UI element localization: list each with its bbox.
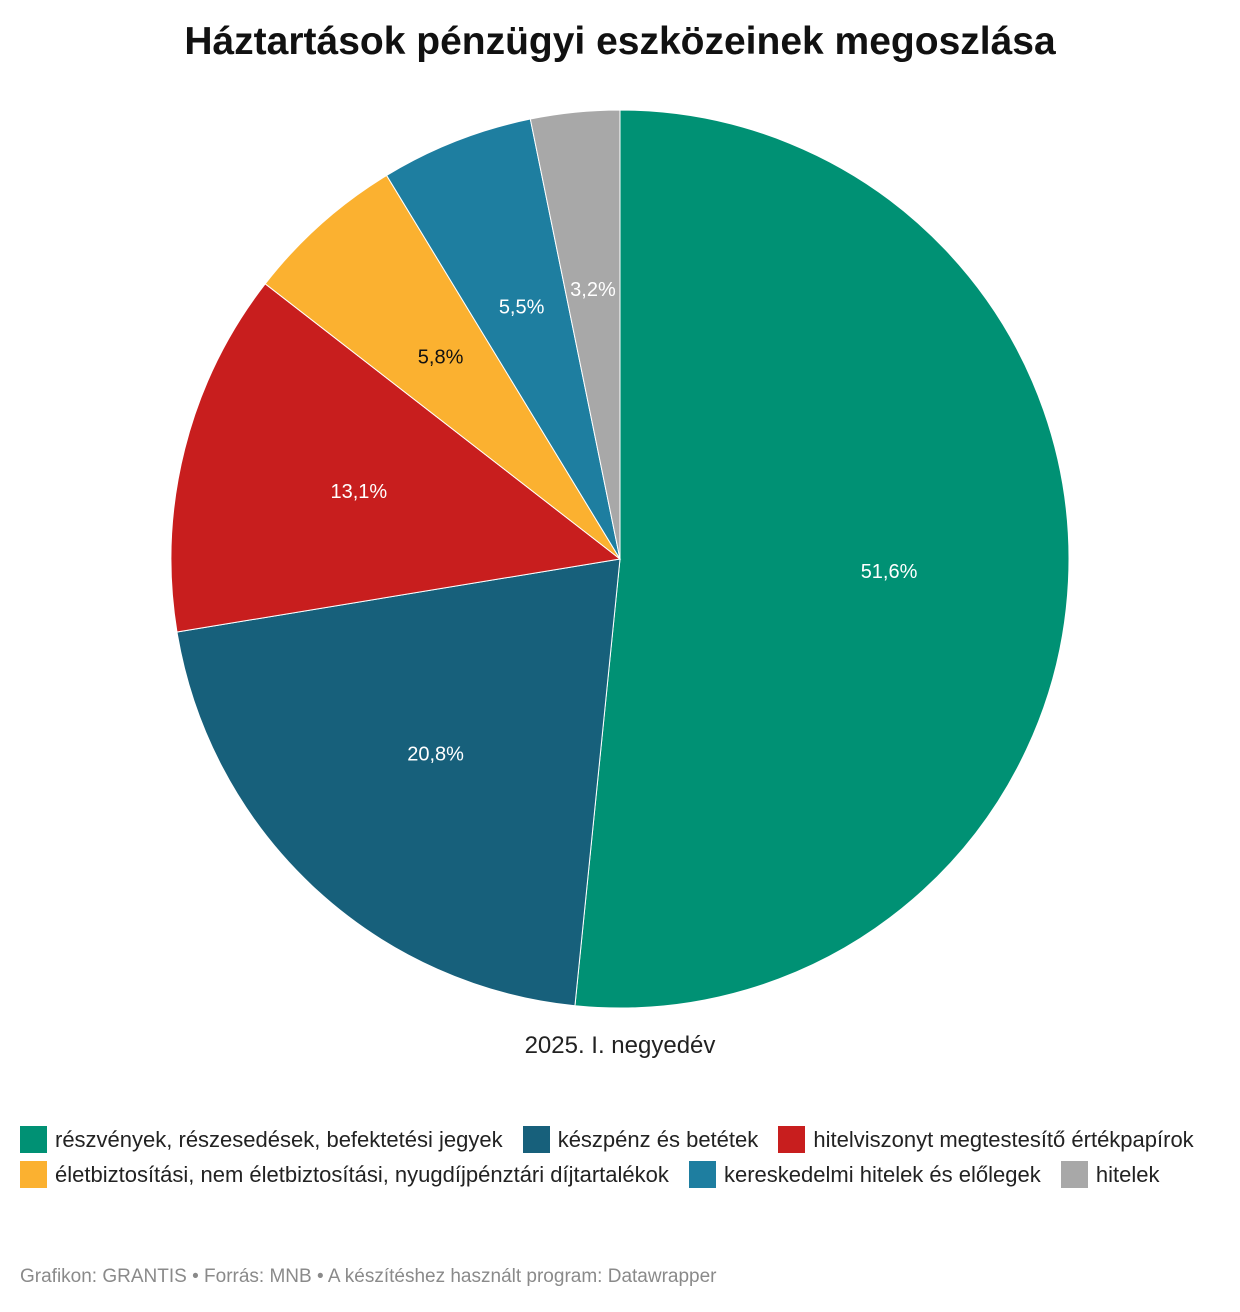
legend-item-keszpenz[interactable]: készpénz és betétek	[522, 1126, 759, 1153]
slice-value-label: 20,8%	[407, 744, 464, 766]
legend-swatch	[20, 1126, 47, 1153]
legend-swatch	[1060, 1161, 1088, 1188]
legend-label: életbiztosítási, nem életbiztosítási, ny…	[55, 1162, 669, 1187]
pie-slice[interactable]	[264, 174, 621, 560]
slice-value-label: 51,6%	[861, 561, 918, 583]
slice-value-label: 13,1%	[330, 481, 387, 503]
legend-swatch	[778, 1126, 806, 1153]
pie-slice[interactable]	[170, 283, 622, 633]
legend-item-eletbiztositas[interactable]: életbiztosítási, nem életbiztosítási, ny…	[20, 1161, 669, 1188]
chart-title: Háztartások pénzügyi eszközeinek megoszl…	[184, 20, 1056, 63]
legend-label: kereskedelmi hitelek és előlegek	[724, 1162, 1041, 1187]
source-footer: Grafikon: GRANTIS • Forrás: MNB • A kész…	[20, 1266, 717, 1287]
legend-label: készpénz és betétek	[557, 1127, 759, 1152]
legend-item-hitelek[interactable]: hitelek	[1060, 1161, 1160, 1188]
pie-slice[interactable]	[176, 558, 621, 1007]
legend-item-reszvenyek[interactable]: részvények, részesedések, befektetési je…	[20, 1126, 503, 1153]
slice-value-label: 5,8%	[418, 346, 464, 368]
legend-swatch	[689, 1161, 716, 1188]
pie-caption: 2025. I. negyedév	[524, 1032, 716, 1059]
legend: részvények, részesedések, befektetési je…	[20, 1122, 1210, 1192]
legend-label: hitelek	[1095, 1162, 1160, 1187]
legend-swatch	[20, 1161, 47, 1188]
pie-chart: 51,6% 20,8% 13,1% 5,8% 5,5% 3,2%	[170, 109, 1070, 1009]
pie-slice[interactable]	[529, 109, 621, 560]
slice-value-label: 3,2%	[570, 279, 616, 301]
legend-item-kereskedelmi[interactable]: kereskedelmi hitelek és előlegek	[689, 1161, 1041, 1188]
legend-label: hitelviszonyt megtestesítő értékpapírok	[813, 1127, 1194, 1152]
slice-value-label: 5,5%	[499, 296, 545, 318]
legend-swatch	[522, 1126, 550, 1153]
pie-slice[interactable]	[385, 118, 621, 560]
legend-label: részvények, részesedések, befektetési je…	[55, 1127, 503, 1152]
legend-item-hitelviszony[interactable]: hitelviszonyt megtestesítő értékpapírok	[778, 1126, 1194, 1153]
pie-slice[interactable]	[574, 109, 1070, 1009]
